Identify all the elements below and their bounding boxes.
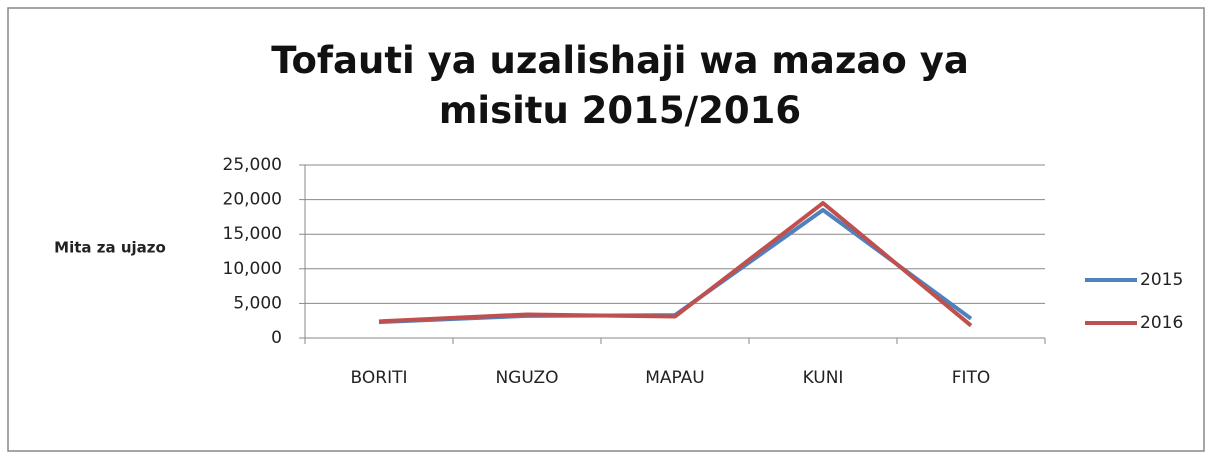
x-tick-label: BORITI — [351, 368, 408, 388]
legend-label: 2015 — [1140, 270, 1183, 290]
series-line — [378, 207, 973, 325]
y-tick-label: 15,000 — [223, 224, 282, 244]
x-tick-label: NGUZO — [495, 368, 558, 388]
y-tick-label: 0 — [271, 328, 282, 348]
y-tick-label: 20,000 — [223, 190, 282, 210]
x-tick-label: KUNI — [803, 368, 844, 388]
x-tick-label: MAPAU — [645, 368, 705, 388]
series-line — [378, 201, 973, 328]
chart-title: Tofauti ya uzalishaji wa mazao ya misitu… — [271, 39, 969, 132]
x-tick-label: FITO — [952, 368, 991, 388]
chart-border — [7, 7, 1205, 452]
y-tick-label: 10,000 — [223, 259, 282, 279]
y-tick-label: 5,000 — [233, 293, 282, 313]
y-axis-label: Mita za ujazo — [54, 239, 166, 257]
legend-label: 2016 — [1140, 313, 1183, 333]
y-tick-label: 25,000 — [223, 155, 282, 175]
